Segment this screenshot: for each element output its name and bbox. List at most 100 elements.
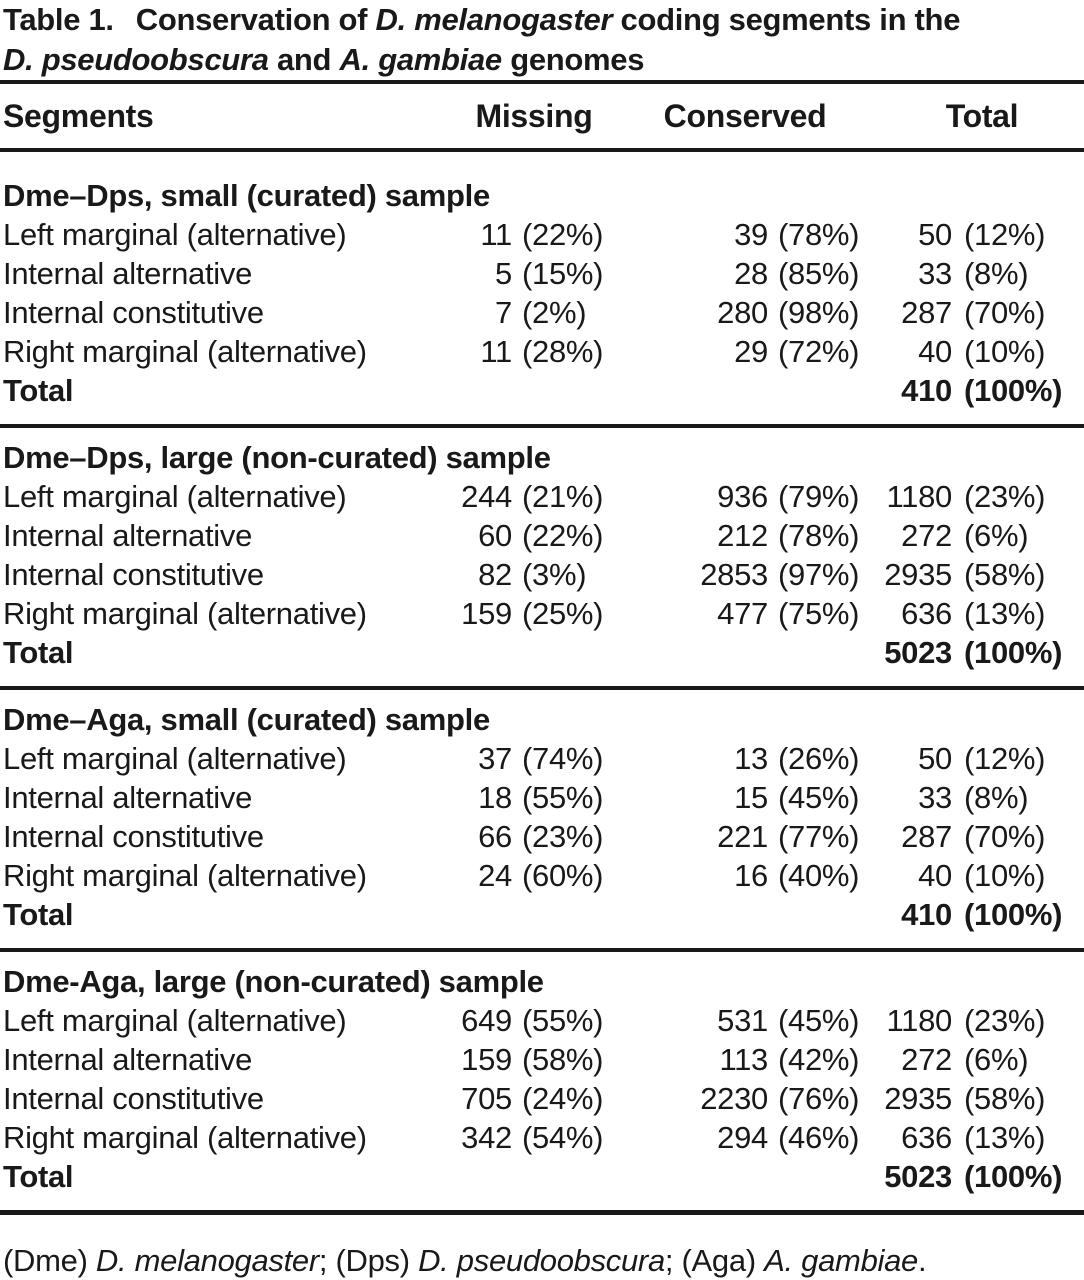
- segment-label: Internal constitutive: [3, 819, 264, 854]
- missing-count: 82: [478, 557, 512, 592]
- footnote-text: .: [917, 1243, 927, 1278]
- caption-text: coding segments in the: [612, 2, 961, 37]
- conserved-count: 29: [734, 334, 768, 369]
- total-count: 272: [901, 1042, 952, 1077]
- segment-row: Left marginal (alternative) 37 (74%) 13 …: [0, 739, 1084, 778]
- total-count: 5023: [884, 635, 952, 670]
- caption-text: Conservation of: [135, 2, 376, 37]
- conserved-count: 294: [717, 1120, 768, 1155]
- conserved-count: 13: [734, 741, 768, 776]
- segment-label: Left marginal (alternative): [3, 479, 347, 514]
- section-header: Dme-Aga, large (non-curated) sample: [3, 964, 544, 999]
- total-count: 1180: [886, 1003, 953, 1038]
- section-header: Dme–Dps, large (non-curated) sample: [3, 440, 551, 475]
- missing-percent: (58%): [522, 1042, 604, 1077]
- missing-percent: (54%): [522, 1120, 604, 1155]
- conserved-percent: (45%): [778, 780, 860, 815]
- total-count: 2935: [884, 557, 952, 592]
- segment-label: Right marginal (alternative): [3, 334, 367, 369]
- conserved-percent: (78%): [778, 217, 860, 252]
- total-label: Total: [3, 635, 74, 670]
- caption-text: and: [268, 42, 340, 77]
- missing-percent: (55%): [522, 1003, 604, 1038]
- segment-label: Internal alternative: [3, 518, 253, 553]
- missing-percent: (24%): [522, 1081, 604, 1116]
- total-row: Total 5023 (100%): [0, 1157, 1084, 1196]
- column-header-total: Total: [945, 97, 1019, 134]
- section-dme-dps-small: Dme–Dps, small (curated) sample Left mar…: [0, 152, 1084, 424]
- conserved-count: 15: [734, 780, 768, 815]
- caption-line-1: Table 1. Conservation of D. melanogaster …: [3, 0, 1084, 40]
- segment-label: Internal constitutive: [3, 1081, 264, 1116]
- section-divider-rule: [0, 948, 1084, 952]
- segment-label: Internal constitutive: [3, 557, 264, 592]
- missing-percent: (3%): [522, 557, 587, 592]
- missing-count: 66: [478, 819, 512, 854]
- missing-count: 159: [461, 1042, 512, 1077]
- missing-count: 37: [478, 741, 512, 776]
- conserved-percent: (42%): [778, 1042, 860, 1077]
- segment-label: Left marginal (alternative): [3, 217, 347, 252]
- segment-label: Left marginal (alternative): [3, 1003, 347, 1038]
- conserved-percent: (26%): [778, 741, 860, 776]
- total-count: 287: [901, 295, 952, 330]
- section-divider-rule: [0, 686, 1084, 690]
- segment-row: Right marginal (alternative) 24 (60%) 16…: [0, 856, 1084, 895]
- section-dme-aga-small: Dme–Aga, small (curated) sample Left mar…: [0, 690, 1084, 948]
- total-percent: (58%): [964, 1081, 1046, 1116]
- conserved-count: 531: [717, 1003, 768, 1038]
- total-count: 50: [918, 741, 952, 776]
- total-count: 33: [918, 780, 952, 815]
- conserved-count: 2230: [700, 1081, 768, 1116]
- segment-row: Left marginal (alternative) 244 (21%) 93…: [0, 477, 1084, 516]
- total-label: Total: [3, 1159, 74, 1194]
- conserved-count: 212: [717, 518, 768, 553]
- segment-label: Internal alternative: [3, 780, 253, 815]
- missing-percent: (22%): [522, 217, 604, 252]
- segment-row: Right marginal (alternative) 159 (25%) 4…: [0, 594, 1084, 633]
- total-percent: (10%): [964, 334, 1046, 369]
- total-count: 636: [901, 1120, 952, 1155]
- conserved-percent: (40%): [778, 858, 860, 893]
- conserved-percent: (46%): [778, 1120, 860, 1155]
- segment-label: Right marginal (alternative): [3, 1120, 367, 1155]
- total-count: 636: [901, 596, 952, 631]
- total-percent: (58%): [964, 557, 1046, 592]
- conserved-count: 39: [734, 217, 768, 252]
- missing-percent: (21%): [522, 479, 604, 514]
- conserved-percent: (78%): [778, 518, 860, 553]
- conserved-percent: (79%): [778, 479, 860, 514]
- missing-count: 11: [480, 334, 512, 369]
- section-header: Dme–Aga, small (curated) sample: [3, 702, 490, 737]
- segment-row: Left marginal (alternative) 649 (55%) 53…: [0, 1001, 1084, 1040]
- section-divider-rule: [0, 424, 1084, 428]
- segment-row: Internal alternative 18 (55%) 15 (45%) 3…: [0, 778, 1084, 817]
- total-percent: (70%): [964, 295, 1046, 330]
- conserved-count: 16: [734, 858, 768, 893]
- caption-text: genomes: [501, 42, 645, 77]
- total-count: 40: [918, 858, 952, 893]
- missing-percent: (22%): [522, 518, 604, 553]
- conserved-percent: (98%): [778, 295, 860, 330]
- footnote-text: (Dme): [3, 1243, 96, 1278]
- species-name: D. pseudoobscura: [3, 42, 269, 77]
- total-count: 410: [901, 373, 952, 408]
- conserved-percent: (45%): [778, 1003, 860, 1038]
- segment-label: Right marginal (alternative): [3, 858, 367, 893]
- total-percent: (100%): [964, 1159, 1063, 1194]
- segment-row: Internal constitutive 7 (2%) 280 (98%) 2…: [0, 293, 1084, 332]
- total-count: 2935: [884, 1081, 952, 1116]
- column-header-missing: Missing: [475, 97, 593, 134]
- total-percent: (13%): [964, 596, 1046, 631]
- segment-row: Internal constitutive 705 (24%) 2230 (76…: [0, 1079, 1084, 1118]
- conserved-percent: (76%): [778, 1081, 860, 1116]
- total-percent: (100%): [964, 897, 1063, 932]
- missing-count: 244: [461, 479, 512, 514]
- conserved-count: 113: [719, 1042, 768, 1077]
- missing-count: 649: [461, 1003, 512, 1038]
- total-count: 272: [901, 518, 952, 553]
- header-rule: [0, 148, 1084, 152]
- total-percent: (12%): [964, 217, 1046, 252]
- segment-row: Internal alternative 159 (58%) 113 (42%)…: [0, 1040, 1084, 1079]
